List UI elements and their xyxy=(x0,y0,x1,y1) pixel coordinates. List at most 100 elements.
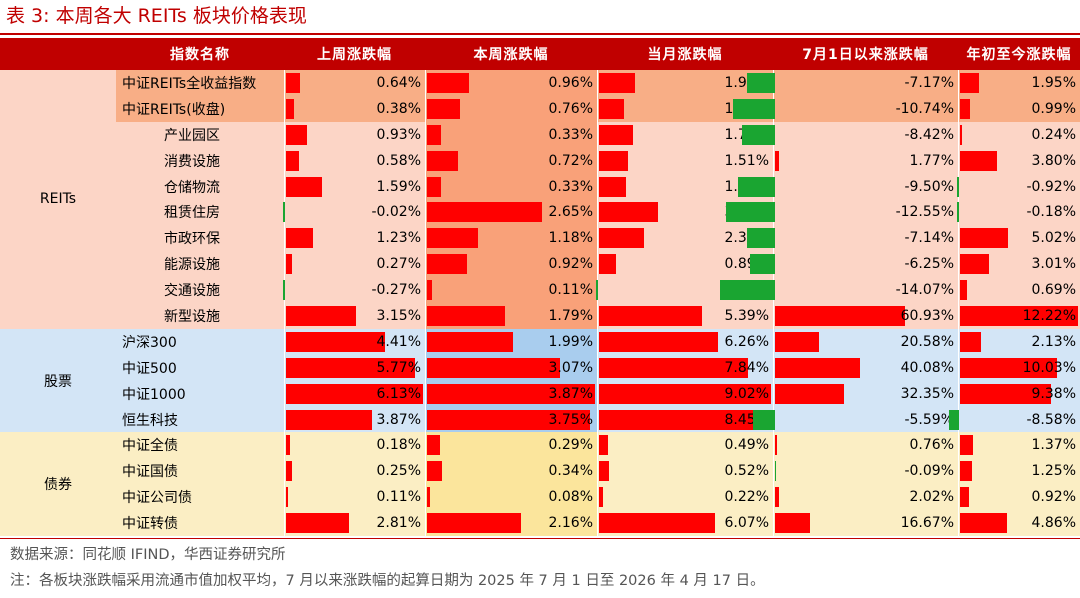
value-bar xyxy=(599,98,625,119)
value-cell: 0.49% xyxy=(597,432,773,459)
value-cell: 0.58% xyxy=(284,147,425,174)
value-bar xyxy=(427,98,460,119)
source-footnote: 数据来源：同花顺 IFIND，华西证券研究所 xyxy=(10,547,286,563)
index-name: 中证国债 xyxy=(116,458,284,485)
value-cell: 40.08% xyxy=(773,354,958,381)
value-bar xyxy=(599,176,627,197)
value-bar xyxy=(283,280,285,301)
header-row: 指数名称 上周涨跌幅 本周涨跌幅 当月涨跌幅 7月1日以来涨跌幅 年初至今涨跌幅 xyxy=(0,38,1080,70)
value-bar xyxy=(960,306,1078,327)
value-text: 0.76% xyxy=(909,437,954,454)
value-text: -14.07% xyxy=(895,282,954,299)
index-name: 中证全债 xyxy=(116,432,284,459)
value-cell: 6.07% xyxy=(597,510,773,537)
value-cell: 0.99% xyxy=(958,95,1080,122)
value-cell: 3.15% xyxy=(284,303,425,329)
value-cell: 0.11% xyxy=(284,484,425,511)
value-text: 0.22% xyxy=(724,489,769,506)
value-cell: 0.93% xyxy=(284,121,425,148)
value-text: -7.17% xyxy=(904,75,954,91)
value-text: 3.15% xyxy=(376,308,421,325)
value-text: 3.87% xyxy=(376,411,421,428)
value-cell: -10.74% xyxy=(732,95,958,122)
value-text: 1.59% xyxy=(376,178,421,195)
header-month: 当月涨跌幅 xyxy=(597,38,773,70)
value-text: 0.64% xyxy=(376,75,421,91)
index-name: 消费设施 xyxy=(116,147,284,174)
value-cell: 60.93% xyxy=(773,303,958,329)
value-bar xyxy=(775,331,819,352)
index-name: 能源设施 xyxy=(116,251,284,278)
value-bar xyxy=(427,331,514,352)
value-text: 9.38% xyxy=(1031,385,1076,402)
header-ytd: 年初至今涨跌幅 xyxy=(958,38,1080,70)
value-text: 10.03% xyxy=(1022,359,1076,376)
value-text: 0.27% xyxy=(376,256,421,273)
value-text: 0.33% xyxy=(548,178,593,195)
index-name: 中证REITs全收益指数 xyxy=(116,70,284,96)
value-bar xyxy=(427,383,595,404)
value-text: -0.18% xyxy=(1026,204,1076,221)
table-row: 消费设施 0.58% 0.72% 1.51% 1.77% 3.80% xyxy=(0,147,1080,174)
value-bar xyxy=(599,409,761,430)
value-bar xyxy=(599,383,771,404)
value-bar xyxy=(286,176,322,197)
value-text: 1.95% xyxy=(1031,75,1076,91)
value-cell: 2.81% xyxy=(284,510,425,537)
table-row: 能源设施 0.27% 0.92% 0.89% -6.25% 3.01% xyxy=(0,251,1080,278)
reits-performance-table: 指数名称 上周涨跌幅 本周涨跌幅 当月涨跌幅 7月1日以来涨跌幅 年初至今涨跌幅… xyxy=(0,38,1080,537)
value-cell: 0.38% xyxy=(284,95,425,122)
value-cell: 0.76% xyxy=(425,95,597,122)
table-row: 中证1000 6.13% 3.87% 9.02% 32.35% 9.38% xyxy=(0,380,1080,407)
value-cell: 2.65% xyxy=(425,199,597,226)
value-bar xyxy=(775,150,779,171)
value-bar xyxy=(599,487,604,508)
value-cell: -14.07% xyxy=(719,277,958,304)
value-cell: 0.76% xyxy=(773,432,958,459)
value-bar xyxy=(960,124,963,145)
value-text: 0.49% xyxy=(724,437,769,454)
value-text: 4.86% xyxy=(1031,515,1076,532)
value-cell: 0.29% xyxy=(425,432,597,459)
value-text: 1.37% xyxy=(1031,437,1076,454)
value-text: -0.92% xyxy=(1026,178,1076,195)
value-cell: 6.26% xyxy=(597,328,773,355)
value-text: 0.08% xyxy=(548,489,593,506)
value-text: -8.58% xyxy=(1026,411,1076,428)
value-cell: 3.87% xyxy=(284,406,425,433)
table-row: 租赁住房-0.02%2.65%3.10%-12.55%-0.18% xyxy=(0,199,1080,226)
value-text: 0.25% xyxy=(376,463,421,480)
value-text: -7.14% xyxy=(904,230,954,247)
table-row: 债券 中证全债 0.18% 0.29% 0.49% 0.76% 1.37% xyxy=(0,432,1080,537)
value-cell: 0.33% xyxy=(425,121,597,148)
value-bar xyxy=(957,202,959,223)
value-cell: 3.07% xyxy=(425,354,597,381)
value-bar xyxy=(599,150,628,171)
header-this-week: 本周涨跌幅 xyxy=(425,38,597,70)
value-text: 1.51% xyxy=(724,152,769,169)
value-bar xyxy=(286,228,314,249)
value-bar xyxy=(427,228,479,249)
value-cell: 0.25% xyxy=(284,458,425,485)
value-text: 2.02% xyxy=(909,489,954,506)
value-bar xyxy=(752,409,775,430)
value-bar xyxy=(286,306,357,327)
value-cell: 2.02% xyxy=(773,484,958,511)
value-bar xyxy=(599,73,636,93)
value-cell: 0.08% xyxy=(425,484,597,511)
value-bar xyxy=(599,357,749,378)
value-text: 0.69% xyxy=(1031,282,1076,299)
value-cell: -9.50% xyxy=(737,173,958,200)
value-text: -0.09% xyxy=(904,463,954,480)
value-bar xyxy=(719,280,775,301)
header-index-name: 指数名称 xyxy=(116,38,284,70)
index-name: 新型设施 xyxy=(116,303,284,329)
value-cell: -12.55% xyxy=(725,199,958,226)
value-bar xyxy=(599,228,644,249)
value-bar xyxy=(286,435,291,456)
value-bar xyxy=(286,331,385,352)
value-cell: 8.45% xyxy=(597,406,773,433)
value-cell: 20.58% xyxy=(773,328,958,355)
table-row: 中证公司债 0.11% 0.08% 0.22% 2.02% 0.92% xyxy=(0,484,1080,511)
value-text: 6.26% xyxy=(724,333,769,350)
